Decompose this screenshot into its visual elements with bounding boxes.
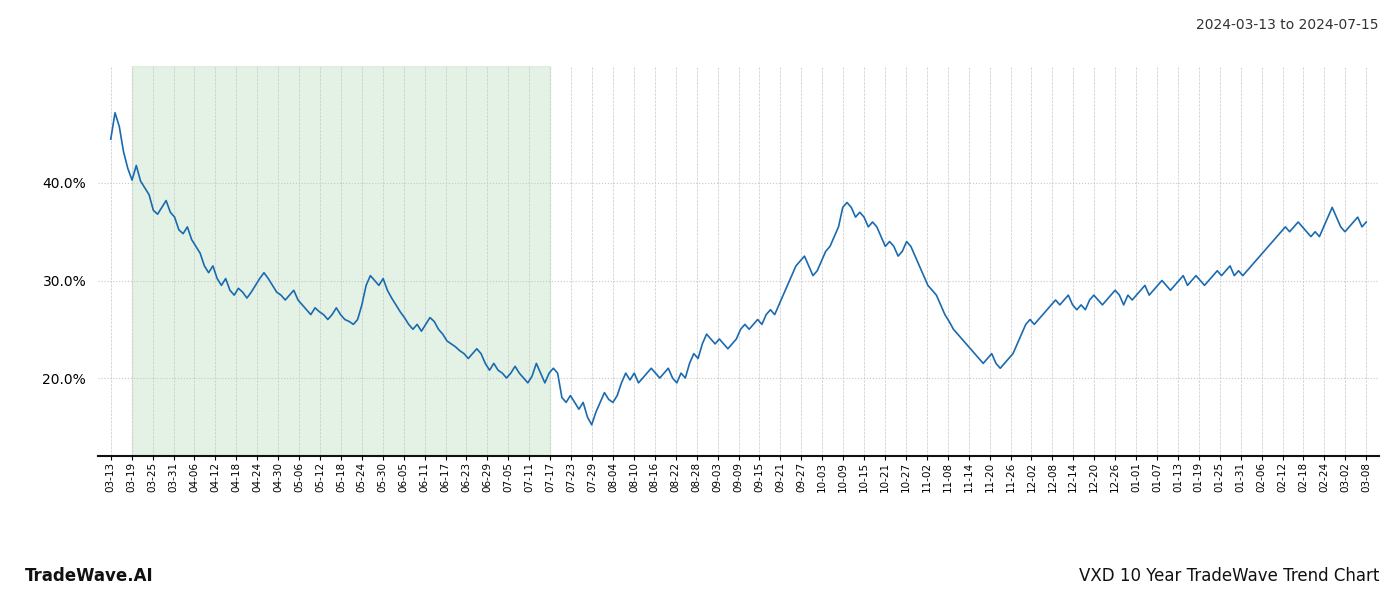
Text: TradeWave.AI: TradeWave.AI (25, 567, 154, 585)
Text: VXD 10 Year TradeWave Trend Chart: VXD 10 Year TradeWave Trend Chart (1078, 567, 1379, 585)
Bar (132, 66, 550, 456)
Text: 2024-03-13 to 2024-07-15: 2024-03-13 to 2024-07-15 (1197, 18, 1379, 32)
